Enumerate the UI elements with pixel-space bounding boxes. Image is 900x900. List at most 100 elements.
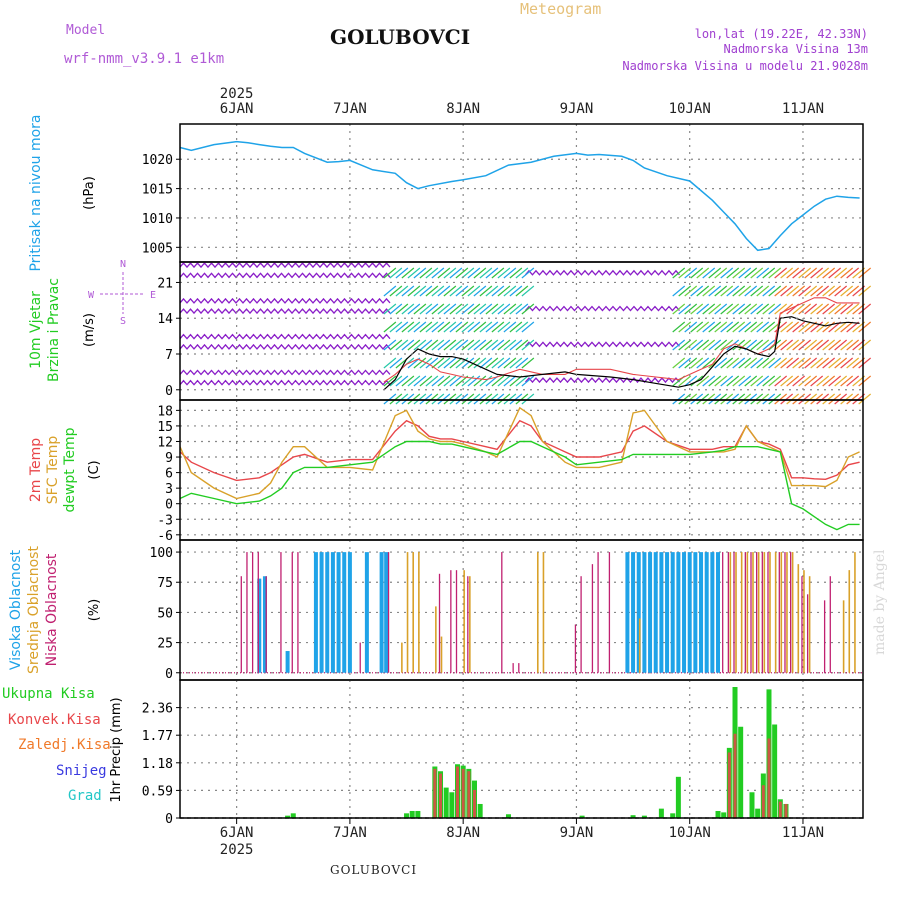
wind-barb <box>798 303 812 315</box>
wind-barb <box>750 285 764 297</box>
wind-barb <box>774 375 788 387</box>
ytick-label: 0 <box>165 667 173 682</box>
wind-barb <box>816 285 830 297</box>
wind-barb <box>389 375 403 387</box>
wind-barb <box>413 321 427 333</box>
altitude-info: Nadmorska Visina 13m <box>724 42 869 56</box>
wind-barb <box>786 375 800 387</box>
bottom-date-label: 8JAN <box>446 825 480 841</box>
wind-barb <box>672 285 686 297</box>
wind-barb <box>491 267 505 279</box>
wind-barb <box>521 321 535 333</box>
wind-barb <box>497 375 511 387</box>
wind-barb <box>744 303 758 315</box>
wind-barb <box>834 285 848 297</box>
wind-barb <box>822 321 836 333</box>
wind-barb <box>792 321 806 333</box>
wind-barb <box>383 303 397 315</box>
wind-barb <box>497 303 511 315</box>
wind-barb <box>720 375 734 387</box>
ytick-label: 0 <box>165 812 173 827</box>
wind-barb <box>846 339 860 351</box>
wind-barb <box>744 285 758 297</box>
ytick-label: 0.59 <box>142 784 173 799</box>
wind-barb <box>834 303 848 315</box>
wind-barb <box>816 393 830 405</box>
wind-barb <box>738 321 752 333</box>
wind-barb <box>521 285 535 297</box>
wind-barb <box>491 303 505 315</box>
wind-barb <box>509 339 523 351</box>
wind-barb <box>732 321 746 333</box>
wind-barb-row <box>179 343 391 350</box>
wind-barb <box>702 267 716 279</box>
wind-barb <box>479 339 493 351</box>
wind-barb <box>708 339 722 351</box>
precip-legend-item-2: Zaledj.Kisa <box>18 737 111 753</box>
wind-barb <box>413 339 427 351</box>
wind-barb-row <box>179 297 391 304</box>
wind-barb <box>834 375 848 387</box>
wind-barb <box>449 321 463 333</box>
wind-barb <box>407 339 421 351</box>
wind-barb <box>497 267 511 279</box>
top-date-label: 10JAN <box>669 101 711 117</box>
compass-n-label: N <box>120 259 126 270</box>
pressure-panel: 1005 1010 1015 1020 <box>142 123 864 263</box>
wind-barb <box>485 321 499 333</box>
wind-barb <box>467 375 481 387</box>
ytick-label: 6 <box>165 467 173 482</box>
wind-barb <box>431 267 445 279</box>
bottom-date-label: 10JAN <box>669 825 711 841</box>
wind-barb <box>491 393 505 405</box>
wind-barb <box>744 339 758 351</box>
wind-barb <box>383 267 397 279</box>
wind-barb <box>768 375 782 387</box>
wind-barb <box>678 357 692 369</box>
wind-barb <box>822 375 836 387</box>
wind-barb <box>810 339 824 351</box>
wind-barb <box>449 285 463 297</box>
wind-barb <box>696 339 710 351</box>
wind-barb <box>509 285 523 297</box>
wind-barb <box>407 375 421 387</box>
wind-barb <box>720 285 734 297</box>
wind-barb <box>395 393 409 405</box>
wind-barb <box>383 285 397 297</box>
wind-barb <box>846 393 860 405</box>
wind-barb <box>678 393 692 405</box>
ytick-label: -3 <box>157 513 173 528</box>
wind-barb <box>383 375 397 387</box>
model-value: wrf-nmm_v3.9.1 e1km <box>64 51 224 67</box>
wind-barb <box>485 393 499 405</box>
cloud-axis-title-0: Visoka Oblacnost <box>8 549 24 670</box>
wind-barb <box>714 267 728 279</box>
wind-barb <box>479 375 493 387</box>
wind-barb <box>467 393 481 405</box>
wind-barb <box>762 375 776 387</box>
wind-barb <box>780 393 794 405</box>
wind-barb <box>840 321 854 333</box>
wind-barb <box>810 357 824 369</box>
wind-barb <box>461 393 475 405</box>
wind-barb <box>858 339 872 351</box>
ytick-label: 1005 <box>142 241 173 256</box>
wind-barb <box>720 339 734 351</box>
wind-barb <box>509 357 523 369</box>
wind-barb <box>774 393 788 405</box>
wind-barb <box>479 303 493 315</box>
bottom-date-label: 9JAN <box>560 825 594 841</box>
wind-barb <box>756 267 770 279</box>
wind-barb <box>401 321 415 333</box>
temperature-unit-label: (C) <box>87 460 102 479</box>
wind-barb <box>834 339 848 351</box>
wind-barb <box>419 339 433 351</box>
wind-barb <box>515 357 529 369</box>
wind-barb <box>798 339 812 351</box>
bottom-date-label: 6JAN <box>220 825 254 841</box>
wind-barb <box>828 357 842 369</box>
wind-barb <box>738 393 752 405</box>
cloud-axis-title-2: Niska Oblacnost <box>44 553 60 666</box>
